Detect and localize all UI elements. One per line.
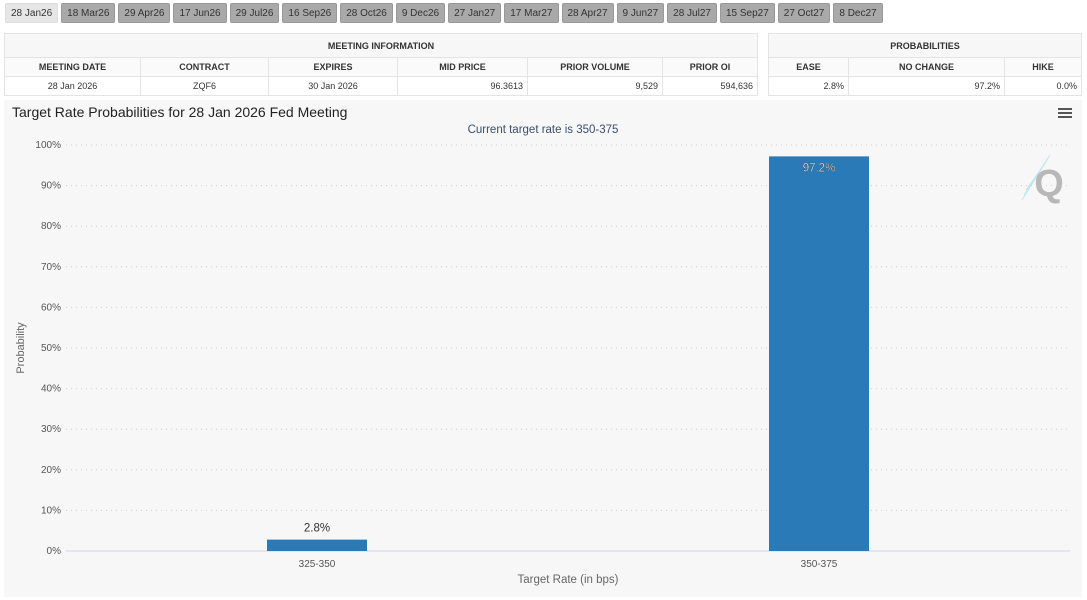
probability-chart: Target Rate Probabilities for 28 Jan 202… <box>4 100 1082 597</box>
header-expires: EXPIRES <box>268 57 398 77</box>
y-tick-label: 50% <box>41 343 61 354</box>
bar-350-375 <box>769 156 869 552</box>
data-label: 97.2% <box>803 162 836 174</box>
header-hike: HIKE <box>1004 57 1082 77</box>
y-tick-label: 30% <box>41 424 61 435</box>
header-no-change: NO CHANGE <box>848 57 1005 77</box>
header-contract: CONTRACT <box>140 57 269 77</box>
chart-subtitle: Current target rate is 350-375 <box>467 124 619 136</box>
data-label: 2.8% <box>304 523 330 535</box>
header-meeting-date: MEETING DATE <box>4 57 141 77</box>
expires-value: 30 Jan 2026 <box>268 76 398 96</box>
x-tick-label: 325-350 <box>299 559 336 570</box>
contract-value: ZQF6 <box>140 76 269 96</box>
probabilities-title: PROBABILITIES <box>768 33 1082 58</box>
y-axis-title: Probability <box>15 322 27 374</box>
y-tick-label: 70% <box>41 262 61 273</box>
prior-oi-value: 594,636 <box>662 76 758 96</box>
bar-325-350 <box>267 539 367 551</box>
tab-28-jul27[interactable]: 28 Jul27 <box>667 3 717 23</box>
tab-28-apr27[interactable]: 28 Apr27 <box>561 3 614 23</box>
tab-17-jun26[interactable]: 17 Jun26 <box>173 3 227 23</box>
meeting-date-value: 28 Jan 2026 <box>4 76 141 96</box>
chart-svg: Q 0% 10% 20% 30% 40% 50% 60% 70% 80% 90% 100% 2.8% 3… <box>15 140 1070 586</box>
tab-29-apr26[interactable]: 29 Apr26 <box>118 3 171 23</box>
prior-volume-value: 9,529 <box>527 76 663 96</box>
hike-value: 0.0% <box>1004 76 1082 96</box>
y-tick-label: 40% <box>41 384 61 395</box>
mid-price-value: 96.3613 <box>397 76 528 96</box>
tab-15-sep27[interactable]: 15 Sep27 <box>719 3 775 23</box>
x-axis-title: Target Rate (in bps) <box>518 574 619 586</box>
svg-text:Q: Q <box>1034 163 1064 205</box>
x-tick-label: 350-375 <box>801 559 838 570</box>
y-tick-label: 90% <box>41 181 61 192</box>
header-mid-price: MID PRICE <box>397 57 528 77</box>
y-tick-label: 80% <box>41 221 61 232</box>
no-change-value: 97.2% <box>848 76 1005 96</box>
y-tick-label: 0% <box>47 546 62 557</box>
hamburger-menu-icon[interactable] <box>1058 108 1072 120</box>
tab-9-dec26[interactable]: 9 Dec26 <box>395 3 446 23</box>
tab-28-jan26[interactable]: 28 Jan26 <box>5 3 59 23</box>
y-tick-label: 100% <box>35 140 61 151</box>
y-tick-label: 20% <box>41 465 61 476</box>
tab-28-oct26[interactable]: 28 Oct26 <box>340 3 393 23</box>
tab-17-mar27[interactable]: 17 Mar27 <box>504 3 559 23</box>
header-prior-oi: PRIOR OI <box>662 57 758 77</box>
meeting-information-title: MEETING INFORMATION <box>4 33 758 58</box>
tab-27-oct27[interactable]: 27 Oct27 <box>777 3 831 23</box>
probabilities-table: PROBABILITIES EASE NO CHANGE HIKE 2.8% 9… <box>768 33 1082 96</box>
header-ease: EASE <box>768 57 849 77</box>
tab-29-jul26[interactable]: 29 Jul26 <box>229 3 280 23</box>
watermark-q-logo: Q <box>1021 154 1064 205</box>
tab-9-jun27[interactable]: 9 Jun27 <box>616 3 665 23</box>
tab-18-mar26[interactable]: 18 Mar26 <box>61 3 116 23</box>
y-tick-label: 10% <box>41 505 61 516</box>
tab-27-jan27[interactable]: 27 Jan27 <box>448 3 502 23</box>
meeting-information-table: MEETING INFORMATION MEETING DATE CONTRAC… <box>4 33 758 96</box>
ease-value: 2.8% <box>768 76 849 96</box>
tab-16-sep26[interactable]: 16 Sep26 <box>282 3 338 23</box>
chart-title: Target Rate Probabilities for 28 Jan 202… <box>12 104 348 120</box>
meeting-date-tabs: 28 Jan26 18 Mar26 29 Apr26 17 Jun26 29 Jul26… <box>5 3 883 23</box>
header-prior-volume: PRIOR VOLUME <box>527 57 663 77</box>
y-tick-label: 60% <box>41 302 61 313</box>
tab-8-dec27[interactable]: 8 Dec27 <box>833 3 883 23</box>
